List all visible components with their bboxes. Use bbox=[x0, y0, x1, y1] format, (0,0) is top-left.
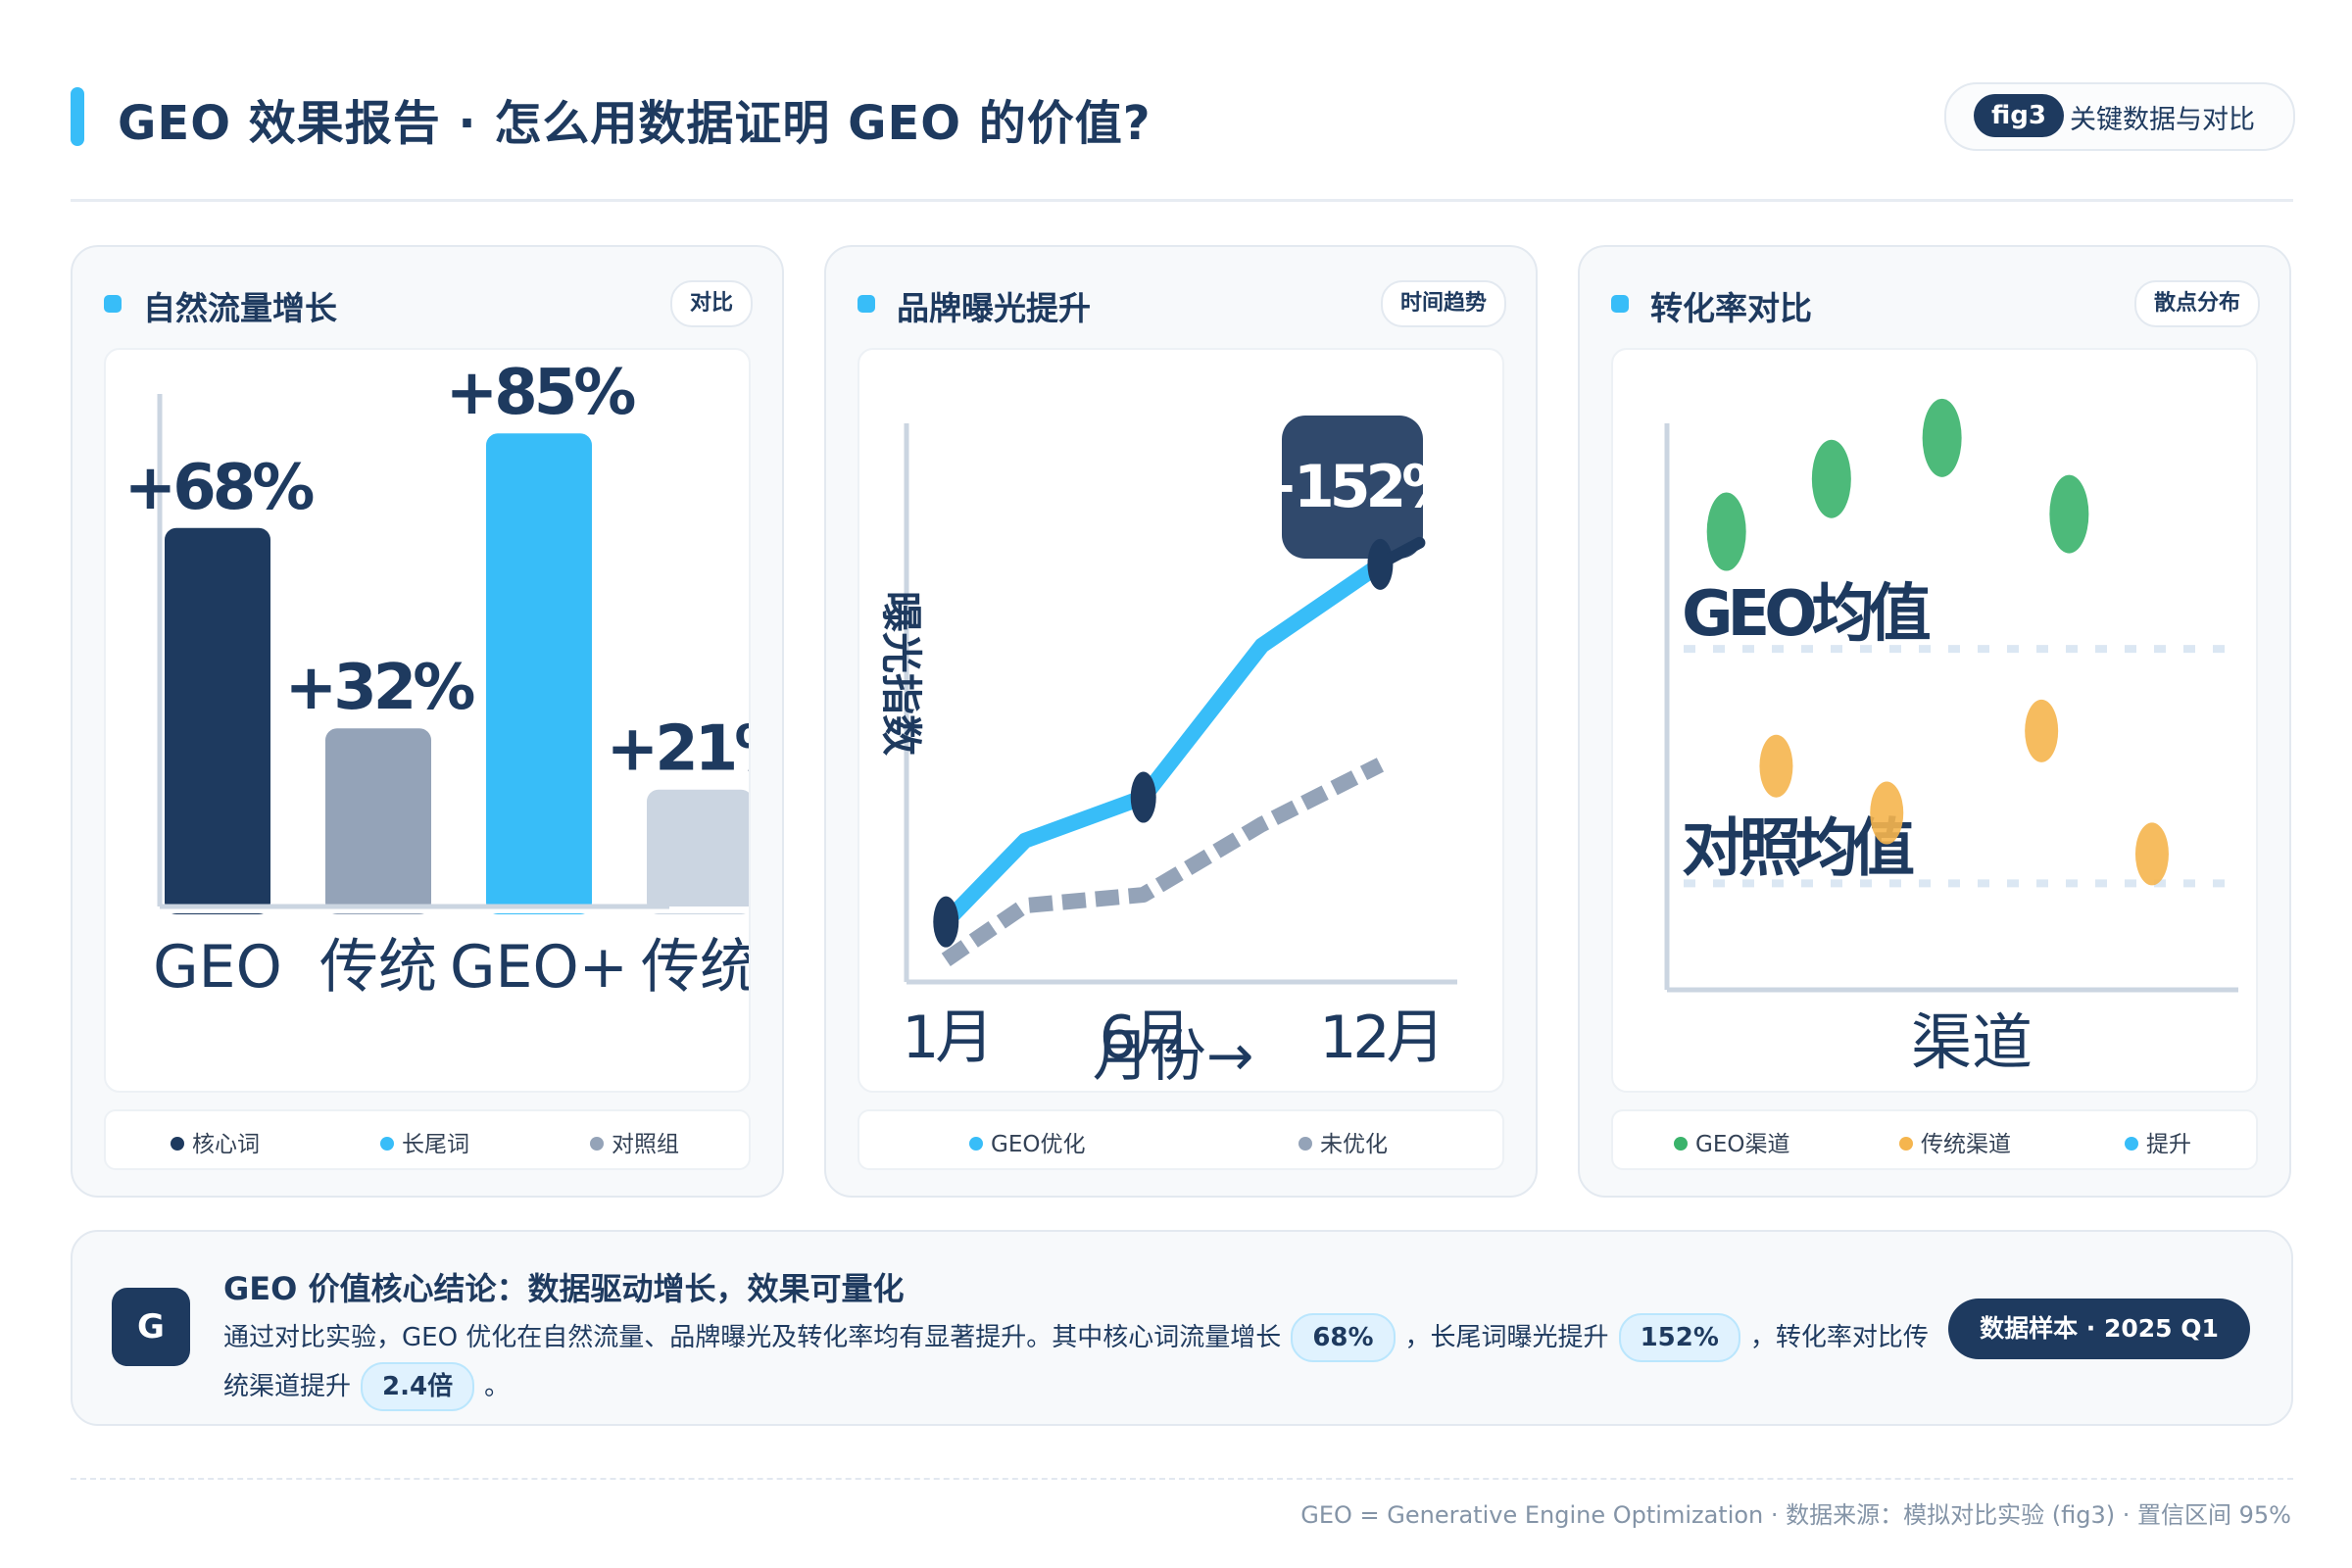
legend-dot bbox=[171, 1137, 184, 1151]
baseline-mask bbox=[106, 906, 749, 913]
page-title: GEO 效果报告 · 怎么用数据证明 GEO 的价值? bbox=[118, 96, 1152, 151]
annotation-text: +152% bbox=[1250, 453, 1460, 521]
annotation-pointer bbox=[1384, 536, 1426, 564]
conclusion-title: GEO 价值核心结论：数据驱动增长，效果可量化 bbox=[223, 1270, 905, 1307]
card-exposure-tag: 时间趋势 bbox=[1380, 280, 1506, 327]
legend-item-longtail: 长尾词 bbox=[380, 1125, 469, 1158]
x-tick-label: 12月 bbox=[1319, 1004, 1441, 1072]
highlight-longtail-exposure: 152% bbox=[1618, 1313, 1740, 1362]
conclusion-badge: G bbox=[112, 1288, 190, 1366]
scatter-point bbox=[1759, 734, 1793, 798]
header-divider bbox=[71, 199, 2293, 202]
legend-item-unoptimized: 未优化 bbox=[1298, 1125, 1388, 1158]
highlight-conversion-uplift: 2.4倍 bbox=[361, 1362, 475, 1411]
series-line-geo bbox=[938, 556, 1389, 930]
scatter-point bbox=[1811, 439, 1851, 518]
scatter-chart-legend: GEO渠道 传统渠道 提升 bbox=[1611, 1109, 2258, 1170]
x-axis-label: 月份→ bbox=[1093, 1022, 1254, 1089]
bar-value-label: +85% bbox=[446, 357, 636, 429]
y-axis-label: 曝光指数 bbox=[877, 591, 925, 756]
x-axis-label: 渠道 bbox=[1911, 1006, 2033, 1078]
title-accent-bar bbox=[71, 87, 84, 146]
series-point bbox=[933, 896, 959, 948]
x-tick-label: 1月 bbox=[902, 1004, 990, 1072]
scatter-point bbox=[2049, 474, 2089, 554]
figure-tag: fig3 bbox=[1974, 94, 2064, 137]
scatter-point bbox=[1922, 398, 1962, 477]
footer-divider bbox=[71, 1478, 2293, 1480]
scatter-point bbox=[1870, 781, 1904, 845]
legend-item-traditional-channel: 传统渠道 bbox=[1899, 1125, 2011, 1158]
legend-dot bbox=[1298, 1137, 1312, 1151]
legend-item-uplift: 提升 bbox=[2125, 1125, 2191, 1158]
series-line-unoptimized bbox=[941, 758, 1385, 966]
legend-item-geo-optimized: GEO优化 bbox=[969, 1125, 1085, 1158]
line-chart-legend: GEO优化 未优化 bbox=[858, 1109, 1504, 1170]
scatter-point bbox=[2134, 822, 2169, 886]
highlight-core-growth: 68% bbox=[1291, 1313, 1396, 1362]
footer-note: GEO = Generative Engine Optimization · 数… bbox=[1300, 1501, 2291, 1529]
legend-dot bbox=[969, 1137, 983, 1151]
line-chart-panel: 曝光指数 +152% 1月 6月 12月 月份→ bbox=[858, 348, 1504, 1093]
bar-value-label: +68% bbox=[124, 452, 315, 524]
scatter-point bbox=[1706, 492, 1746, 571]
card-traffic-title: 自然流量增长 bbox=[143, 289, 337, 327]
card-traffic-tag: 对比 bbox=[669, 280, 753, 327]
scatter-point bbox=[2025, 699, 2059, 762]
bar-category-label: GEO bbox=[153, 933, 282, 1002]
bar-value-label: +32% bbox=[285, 652, 475, 724]
bar-chart-legend: 核心词 长尾词 对照组 bbox=[104, 1109, 751, 1170]
conclusion-text: 通过对比实验，GEO 优化在自然流量、品牌曝光及转化率均有显著提升。其中核心词流… bbox=[223, 1313, 1929, 1411]
bar bbox=[165, 527, 270, 914]
bar-value-label: +21% bbox=[607, 713, 749, 786]
scatter-chart-panel: GEO均值 对照均值 渠道 bbox=[1611, 348, 2258, 1093]
legend-dot bbox=[1899, 1137, 1913, 1151]
card-traffic-dot bbox=[104, 295, 122, 313]
bar-category-label: GEO+ bbox=[450, 933, 628, 1002]
legend-dot bbox=[590, 1137, 604, 1151]
annotation-box bbox=[1282, 416, 1423, 559]
bar-category-label: 传统 bbox=[319, 933, 437, 1002]
card-exposure-dot bbox=[858, 295, 875, 313]
bar-category-label: 传统 bbox=[641, 933, 749, 1002]
legend-dot bbox=[1674, 1137, 1688, 1151]
bar bbox=[647, 789, 749, 914]
card-conversion-title: 转化率对比 bbox=[1650, 289, 1812, 327]
legend-item-geo-channel: GEO渠道 bbox=[1674, 1125, 1789, 1158]
legend-dot bbox=[380, 1137, 394, 1151]
data-sample-badge: 数据样本 · 2025 Q1 bbox=[1948, 1298, 2250, 1359]
bar bbox=[486, 433, 592, 914]
legend-item-control: 对照组 bbox=[590, 1125, 679, 1158]
series-point bbox=[1367, 538, 1394, 590]
figure-label: 关键数据与对比 bbox=[2070, 105, 2255, 135]
card-conversion-tag: 散点分布 bbox=[2133, 280, 2260, 327]
card-conversion-dot bbox=[1611, 295, 1629, 313]
bar bbox=[325, 728, 431, 914]
x-tick-label: 6月 bbox=[1100, 1004, 1188, 1072]
series-point bbox=[1130, 771, 1156, 823]
legend-item-core: 核心词 bbox=[171, 1125, 260, 1158]
card-exposure-title: 品牌曝光提升 bbox=[897, 289, 1091, 327]
bar-chart-panel: +68% GEO +32% 传统 +85% GEO+ +21% 传统 bbox=[104, 348, 751, 1093]
bar-chart: +68% GEO +32% 传统 +85% GEO+ +21% 传统 bbox=[106, 357, 749, 1002]
reference-line-label: GEO均值 bbox=[1682, 578, 1931, 651]
legend-dot bbox=[2125, 1137, 2138, 1151]
